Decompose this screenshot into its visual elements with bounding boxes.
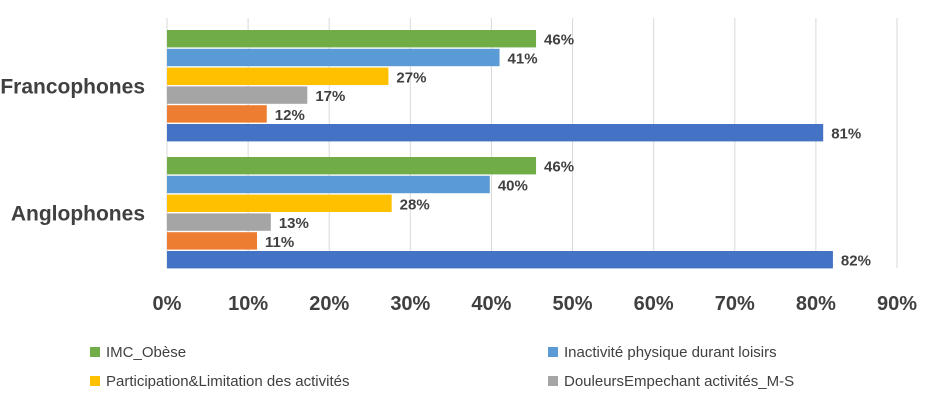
- legend-label: Inactivité physique durant loisirs: [564, 344, 777, 361]
- data-label: 46%: [544, 159, 574, 176]
- data-label: 27%: [396, 69, 426, 86]
- legend-label: Participation&Limitation des activités: [106, 373, 349, 390]
- data-label: 40%: [498, 178, 528, 195]
- bar: [167, 157, 537, 175]
- bar: [167, 213, 271, 231]
- data-label: 17%: [315, 88, 345, 105]
- tick-label: 0%: [153, 293, 182, 315]
- x-axis-ticks: 0% 10% 20% 30% 40% 50% 60% 70% 80% 90%: [153, 293, 918, 315]
- data-label: 11%: [265, 234, 294, 251]
- bar: [167, 48, 500, 67]
- data-label: 82%: [841, 253, 871, 270]
- bar: [167, 124, 824, 142]
- data-label: 13%: [279, 215, 309, 232]
- category-label: Anglophones: [11, 202, 145, 225]
- legend-swatch: [90, 347, 100, 357]
- legend-swatch: [548, 376, 558, 386]
- bar: [167, 232, 258, 250]
- bar: [167, 251, 833, 269]
- tick-label: 10%: [228, 293, 268, 315]
- bars: [167, 30, 833, 269]
- data-label: 28%: [400, 196, 430, 213]
- bar: [167, 175, 490, 194]
- tick-label: 30%: [390, 293, 430, 315]
- data-labels: 46% 41% 27% 17% 12% 81% 46% 40% 28% 13% 11% 82%: [265, 32, 871, 270]
- legend-swatch: [548, 347, 558, 357]
- bar: [167, 67, 389, 85]
- legend-swatch: [90, 376, 100, 386]
- category-label: Francophones: [0, 75, 145, 98]
- data-label: 12%: [275, 107, 305, 124]
- tick-label: 50%: [553, 293, 593, 315]
- tick-label: 60%: [634, 293, 674, 315]
- category-labels: Francophones Anglophones: [0, 75, 145, 225]
- data-label: 81%: [831, 126, 861, 143]
- bar: [167, 30, 537, 48]
- data-label: 46%: [544, 32, 574, 49]
- tick-label: 20%: [309, 293, 349, 315]
- tick-label: 80%: [796, 293, 836, 315]
- bar: [167, 86, 308, 104]
- tick-label: 90%: [877, 293, 917, 315]
- data-label: 41%: [508, 51, 538, 68]
- legend-label: IMC_Obèse: [106, 344, 186, 361]
- bar: [167, 105, 267, 123]
- legend-label: DouleursEmpechant activités_M-S: [564, 373, 794, 390]
- legend: IMC_Obèse Inactivité physique durant lois…: [90, 344, 794, 390]
- tick-label: 70%: [715, 293, 755, 315]
- tick-label: 40%: [471, 293, 511, 315]
- bar: [167, 194, 392, 212]
